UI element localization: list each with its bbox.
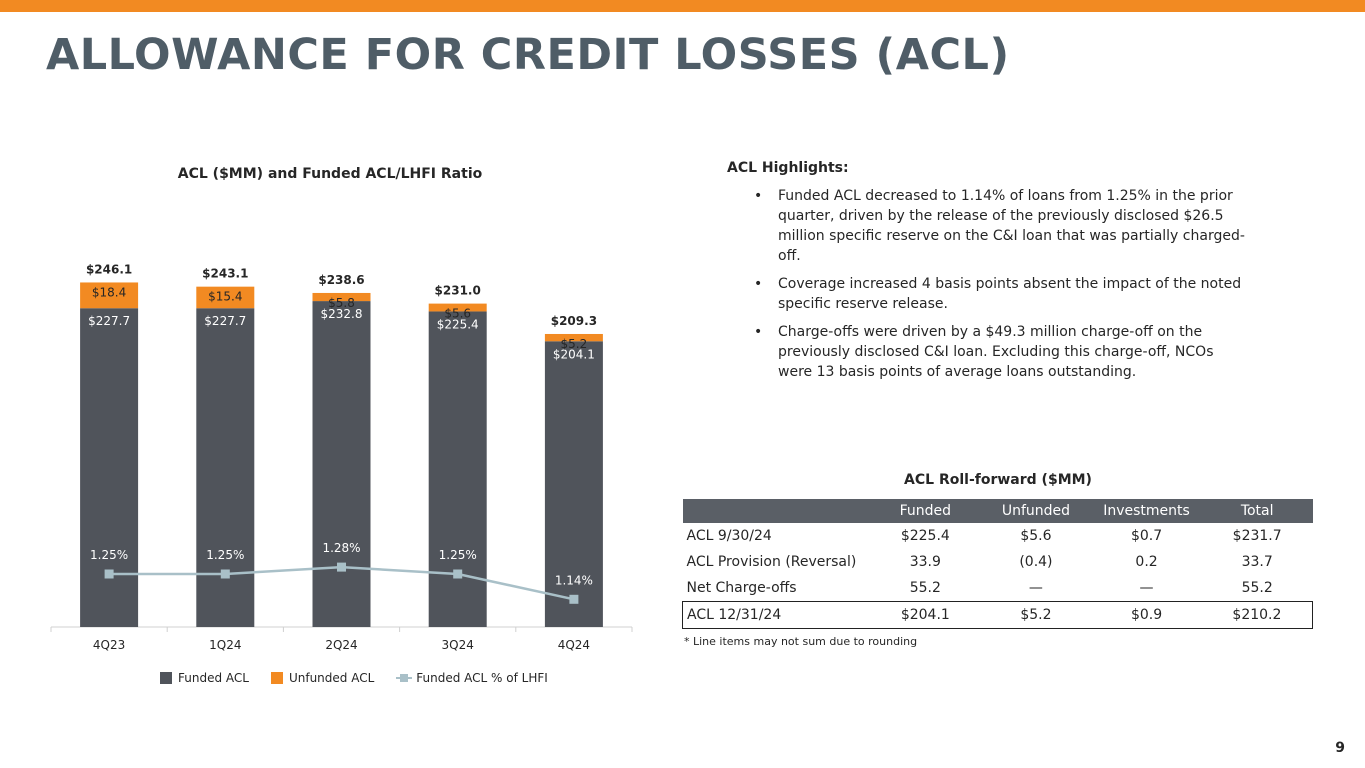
unfunded-bar: [196, 286, 255, 309]
acl-chart: $227.7 $18.4 $246.1 4Q23 $227.7 $15.4 $243.1 1Q…: [50, 262, 633, 652]
funded-bar: [196, 308, 255, 627]
ratio-marker: [337, 562, 346, 572]
unfunded-bar: [428, 303, 487, 312]
x-tick-label: 1Q24: [209, 638, 241, 652]
table-cell: $5.2: [980, 601, 1092, 629]
legend-unfunded: Unfunded ACL: [270, 671, 375, 685]
unfunded-bar: [80, 282, 139, 309]
table-cell: $210.2: [1201, 601, 1313, 629]
table-total-row: ACL 12/31/24 $204.1 $5.2 $0.9 $210.2: [682, 601, 1313, 629]
total-value-label: $243.1: [202, 267, 248, 281]
unfunded-value-label: $5.8: [328, 296, 355, 310]
table-cell: 55.2: [1241, 580, 1273, 596]
page-number: 9: [1335, 740, 1345, 756]
footnote: * Line items may not sum due to rounding: [684, 635, 918, 648]
x-tick-label: 4Q24: [558, 638, 590, 652]
legend-funded-label: Funded ACL: [178, 671, 249, 685]
header-cell: Total: [1201, 499, 1313, 523]
legend-funded: Funded ACL: [160, 671, 249, 685]
total-value-label: $209.3: [551, 314, 597, 328]
page-title: ALLOWANCE FOR CREDIT LOSSES (ACL): [46, 30, 1010, 80]
funded-bar: [312, 301, 371, 627]
bullet: •: [754, 188, 763, 204]
legend-unfunded-label: Unfunded ACL: [288, 671, 375, 685]
row-label: ACL Provision (Reversal): [686, 554, 857, 570]
unfunded-value-label: $15.4: [208, 290, 242, 304]
unfunded-value-label: $5.2: [561, 337, 588, 351]
table-row: ACL Provision (Reversal) 33.9 (0.4) 0.2 …: [683, 549, 1313, 575]
table-header-row: Funded Unfunded Investments Total: [682, 499, 1313, 523]
bullet: •: [754, 324, 763, 340]
funded-value-label: $227.7: [204, 314, 246, 328]
funded-value-label: $227.7: [88, 314, 130, 328]
rollforward-table: Funded Unfunded Investments Total ACL 9/…: [682, 499, 1313, 629]
highlight-text: Charge-offs were driven by a $49.3 milli…: [778, 324, 1214, 380]
highlight-item: • Coverage increased 4 basis points abse…: [727, 274, 1247, 314]
funded-value-label: $225.4: [437, 317, 479, 331]
table-row: Net Charge-offs 55.2 — — 55.2: [683, 575, 1313, 602]
table-cell: (0.4): [1019, 554, 1053, 570]
chart-title: ACL ($MM) and Funded ACL/LHFI Ratio: [177, 166, 483, 182]
ratio-value-label: 1.28%: [322, 541, 360, 555]
table-cell: 33.7: [1241, 554, 1273, 570]
table-cell: $0.7: [1130, 528, 1163, 544]
ratio-value-label: 1.14%: [555, 573, 593, 587]
funded-bar: [544, 341, 603, 627]
table-cell: $0.9: [1091, 601, 1202, 629]
table-cell: $225.4: [900, 528, 950, 544]
table-cell: —: [1139, 580, 1154, 596]
ratio-value-label: 1.25%: [439, 548, 477, 562]
x-tick-label: 4Q23: [93, 638, 125, 652]
rollforward-title: ACL Roll-forward ($MM): [904, 472, 1092, 488]
highlights-list: • Funded ACL decreased to 1.14% of loans…: [727, 186, 1247, 382]
legend-funded-swatch: [160, 672, 172, 684]
highlight-item: • Charge-offs were driven by a $49.3 mil…: [727, 322, 1247, 382]
acl-highlights: ACL Highlights: • Funded ACL decreased t…: [727, 160, 1247, 390]
header-cell: Unfunded: [980, 499, 1092, 523]
unfunded-value-label: $5.6: [444, 307, 471, 321]
table-cell: 33.9: [909, 554, 941, 570]
ratio-value-label: 1.25%: [90, 548, 128, 562]
header-cell: Investments: [1091, 499, 1202, 523]
funded-value-label: $232.8: [321, 307, 363, 321]
table-row: ACL 9/30/24 $225.4 $5.6 $0.7 $231.7: [683, 523, 1313, 549]
ratio-marker: [104, 569, 114, 579]
ratio-value-label: 1.25%: [206, 548, 244, 562]
x-tick-label: 3Q24: [442, 638, 474, 652]
row-label: ACL 12/31/24: [682, 601, 871, 629]
unfunded-value-label: $18.4: [92, 285, 126, 299]
table-cell: $5.6: [1020, 528, 1052, 544]
table-cell: —: [1028, 580, 1043, 596]
ratio-marker: [220, 569, 230, 579]
highlights-title: ACL Highlights:: [727, 160, 849, 176]
table-cell: $204.1: [870, 601, 981, 629]
row-label: Net Charge-offs: [686, 580, 797, 596]
table-cell: 0.2: [1135, 554, 1158, 570]
table-cell: 55.2: [909, 580, 941, 596]
highlight-text: Coverage increased 4 basis points absent…: [778, 276, 1242, 312]
legend-ratio-swatch: [396, 672, 413, 684]
header-cell: [682, 499, 871, 523]
ratio-marker: [453, 569, 463, 579]
top-accent-bar: [0, 0, 1365, 12]
legend-ratio: Funded ACL % of LHFI: [396, 671, 548, 685]
funded-bar: [80, 308, 139, 627]
unfunded-bar: [312, 292, 371, 302]
table-cell: $231.7: [1232, 528, 1282, 544]
unfunded-bar: [544, 333, 603, 342]
funded-value-label: $204.1: [553, 347, 595, 361]
chart-legend: Funded ACL Unfunded ACL Funded ACL % of …: [160, 671, 548, 685]
x-tick-label: 2Q24: [325, 638, 357, 652]
bullet: •: [754, 276, 763, 292]
total-value-label: $238.6: [318, 273, 364, 287]
header-cell: Funded: [870, 499, 981, 523]
legend-ratio-label: Funded ACL % of LHFI: [416, 671, 548, 685]
total-value-label: $231.0: [435, 284, 481, 298]
legend-unfunded-swatch: [270, 672, 283, 684]
row-label: ACL 9/30/24: [686, 528, 772, 544]
total-value-label: $246.1: [86, 262, 132, 276]
ratio-marker: [569, 594, 579, 604]
highlight-item: • Funded ACL decreased to 1.14% of loans…: [727, 186, 1247, 266]
highlight-text: Funded ACL decreased to 1.14% of loans f…: [778, 188, 1245, 264]
